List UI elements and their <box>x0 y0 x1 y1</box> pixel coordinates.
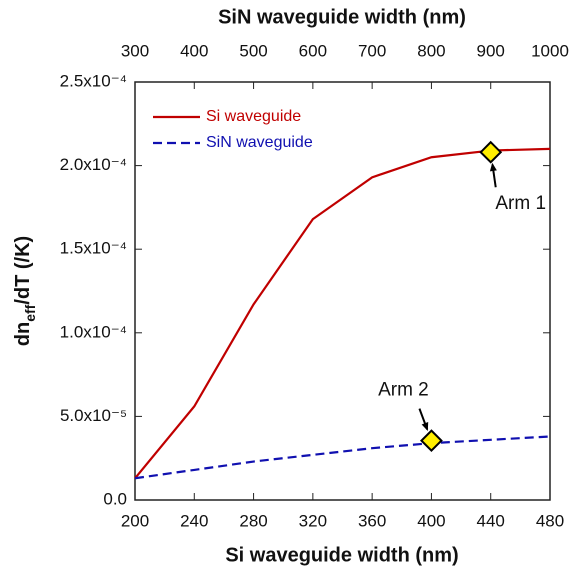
annotation-arrowhead <box>421 422 429 432</box>
y-title-sub: eff <box>22 304 38 321</box>
x2-tick-label: 700 <box>358 41 386 60</box>
x2-tick-label: 800 <box>417 41 445 60</box>
plot-frame <box>134 81 551 501</box>
x2-tick-label: 600 <box>299 41 327 60</box>
series-line <box>134 147 551 479</box>
x2-tick-label: 1000 <box>531 41 569 60</box>
x2-tick-label: 500 <box>239 41 267 60</box>
annotation-arrowhead <box>489 162 497 172</box>
annotation-label: Arm 2 <box>378 380 429 401</box>
x2-tick-label: 900 <box>477 41 505 60</box>
y-tick-label: 1.5x10⁻⁴ <box>60 239 127 258</box>
top-axis-title: SiN waveguide width (nm) <box>218 6 466 28</box>
y-title-part: dn <box>12 322 34 346</box>
bottom-axis-title: Si waveguide width (nm) <box>225 544 458 566</box>
x-tick-label: 320 <box>299 511 327 530</box>
legend-label: Si waveguide <box>206 108 301 125</box>
y-tick-label: 0.0 <box>103 489 127 508</box>
x2-tick-label: 300 <box>121 41 149 60</box>
y-tick-label: 2.0x10⁻⁴ <box>60 155 127 174</box>
x-tick-label: 280 <box>239 511 267 530</box>
annotation-marker <box>420 429 443 453</box>
x-tick-label: 440 <box>477 511 505 530</box>
legend-label: SiN waveguide <box>206 134 313 151</box>
y-title-part: /dT (/K) <box>12 236 34 305</box>
x-tick-label: 200 <box>121 511 149 530</box>
y-axis-title: dneff/dT (/K) <box>12 236 37 346</box>
y-tick-label: 1.0x10⁻⁴ <box>60 322 127 341</box>
x2-tick-label: 400 <box>180 41 208 60</box>
y-tick-label: 5.0x10⁻⁵ <box>60 406 127 425</box>
x-tick-label: 480 <box>536 511 564 530</box>
x-tick-label: 360 <box>358 511 386 530</box>
series-line <box>134 435 551 480</box>
x-tick-label: 240 <box>180 511 208 530</box>
annotation-marker <box>479 140 503 164</box>
annotation-label: Arm 1 <box>495 193 546 214</box>
y-tick-label: 2.5x10⁻⁴ <box>60 71 127 90</box>
x-tick-label: 400 <box>417 511 445 530</box>
